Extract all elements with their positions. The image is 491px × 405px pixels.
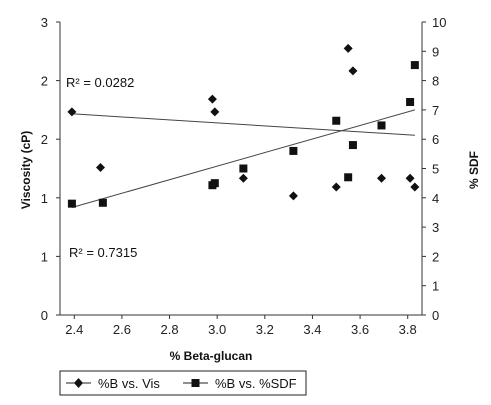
y2-tick-label: 7 <box>432 103 439 118</box>
y2-tick-label: 2 <box>432 249 439 264</box>
point-sdf <box>332 116 341 125</box>
point-vis <box>210 107 220 117</box>
x-tick-label: 2.4 <box>65 322 83 337</box>
point-sdf <box>410 61 419 70</box>
markers <box>67 43 420 208</box>
x-tick-label: 3.0 <box>208 322 226 337</box>
legend-label-sdf: %B vs. %SDF <box>215 376 297 391</box>
point-vis <box>405 173 415 183</box>
x-axis-title: % Beta-glucan <box>170 349 253 363</box>
y-tick-label: 3 <box>41 15 48 30</box>
point-sdf <box>98 198 107 207</box>
x-tick-label: 3.2 <box>256 322 274 337</box>
y-tick-label: 2 <box>41 74 48 89</box>
point-vis <box>67 107 77 117</box>
point-vis <box>207 94 217 104</box>
legend: %B vs. Vis %B vs. %SDF <box>59 370 307 396</box>
point-vis <box>288 191 298 201</box>
y2-tick-label: 5 <box>432 162 439 177</box>
point-sdf <box>210 179 219 188</box>
point-sdf <box>67 199 76 208</box>
trendline-vis <box>71 113 415 136</box>
y2-tick-label: 1 <box>432 279 439 294</box>
x-tick-label: 3.6 <box>351 322 369 337</box>
y2-axis-title: % SDF <box>467 151 481 189</box>
x-tick-label: 3.4 <box>303 322 321 337</box>
legend-box <box>59 370 307 396</box>
r-squared-annotation-vis: R² = 0.0282 <box>66 75 134 90</box>
y2-tick-label: 8 <box>432 74 439 89</box>
x-tick-label: 2.8 <box>161 322 179 337</box>
point-sdf <box>289 146 298 155</box>
point-vis <box>348 66 358 76</box>
point-vis <box>238 173 248 183</box>
point-vis <box>331 182 341 192</box>
r-squared-annotation-sdf: R² = 0.7315 <box>69 245 137 260</box>
y-tick-label: 0 <box>41 308 48 323</box>
point-sdf <box>348 141 357 150</box>
legend-square-icon <box>191 379 200 387</box>
legend-diamond-icon <box>74 378 83 388</box>
x-ticks: 2.4 2.6 2.8 3.0 3.2 3.4 3.6 3.8 <box>65 315 417 337</box>
point-sdf <box>377 121 386 130</box>
x-tick-label: 3.8 <box>399 322 417 337</box>
trendline-sdf <box>71 109 415 208</box>
y2-ticks: 0 1 2 3 4 5 6 7 8 9 10 <box>422 15 446 323</box>
point-vis <box>95 163 105 173</box>
y2-tick-label: 0 <box>432 308 439 323</box>
y2-tick-label: 10 <box>432 15 446 30</box>
legend-label-vis: %B vs. Vis <box>98 376 160 391</box>
y-axis-title: Viscosity (cP) <box>19 131 33 209</box>
y2-tick-label: 3 <box>432 220 439 235</box>
x-tick-label: 2.6 <box>113 322 131 337</box>
y-tick-label: 1 <box>41 249 48 264</box>
y2-tick-label: 4 <box>432 191 439 206</box>
point-vis <box>377 173 387 183</box>
plot-area: 2.4 2.6 2.8 3.0 3.2 3.4 3.6 3.8 0 1 1 2 2 3 0 1 2 3 4 5 6 7… <box>41 15 447 337</box>
trendlines <box>71 109 415 208</box>
y-ticks: 0 1 1 2 2 3 <box>41 15 60 323</box>
y2-tick-label: 6 <box>432 132 439 147</box>
y-tick-label: 1 <box>41 191 48 206</box>
point-vis <box>343 43 353 53</box>
point-vis <box>410 182 420 192</box>
point-sdf <box>239 164 248 173</box>
y2-tick-label: 9 <box>432 44 439 59</box>
point-sdf <box>406 97 415 106</box>
y-tick-label: 2 <box>41 132 48 147</box>
point-sdf <box>344 173 353 182</box>
